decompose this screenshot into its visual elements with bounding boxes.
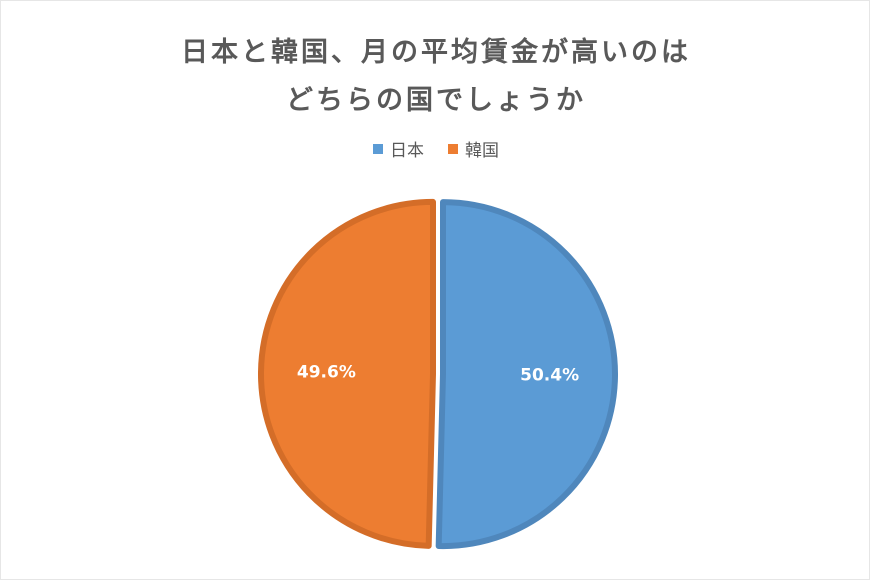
legend-entry-korea: 韓国	[448, 136, 499, 161]
legend-entry-japan: 日本	[373, 136, 424, 161]
legend-label-japan: 日本	[390, 141, 424, 161]
chart-title-line-2: どちらの国でしょうか	[286, 85, 586, 116]
legend-label-korea: 韓国	[465, 141, 499, 161]
pie-slice-japan	[435, 199, 619, 550]
legend-swatch-korea	[448, 143, 458, 154]
chart-title-line-1: 日本と韓国、月の平均賃金が高いのは	[181, 37, 691, 68]
legend: 日本 韓国	[1, 136, 870, 161]
pie-slice-korea	[258, 198, 436, 549]
pie-slices: 50.4% 49.6%	[258, 198, 619, 550]
legend-swatch-japan	[373, 143, 383, 154]
data-label-korea: 49.6%	[297, 363, 356, 383]
data-label-japan: 50.4%	[520, 365, 579, 385]
